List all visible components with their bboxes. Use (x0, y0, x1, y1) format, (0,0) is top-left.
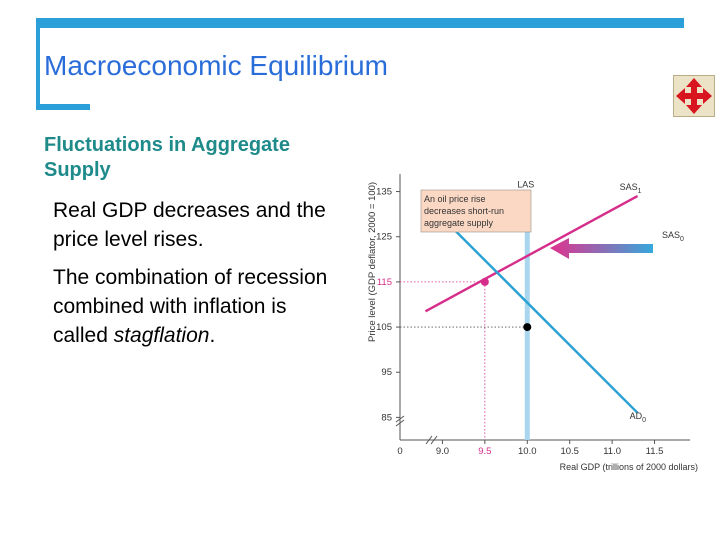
x-tick-label: 9.5 (478, 446, 491, 457)
y-tick-label: 135 (376, 187, 392, 198)
stagflation-term: stagflation (113, 324, 210, 347)
x-tick-label: 10.0 (518, 446, 537, 457)
sas1-label-subscript: 1 (638, 188, 642, 195)
paragraph-gdp-decrease: Real GDP decreases and the price level r… (53, 199, 326, 251)
ad0-label: AD0 (630, 411, 647, 424)
section-heading: Fluctuations in Aggregate Supply (44, 134, 290, 181)
equilibrium-point-original-equilibrium (523, 323, 532, 332)
sas1-label: SAS1 (620, 182, 642, 195)
frame-bottom-bar (36, 104, 90, 110)
y-tick-label: 85 (381, 412, 392, 423)
ad0-label-subscript: 0 (642, 417, 646, 424)
frame-left-bar (36, 18, 40, 108)
ad0-line (428, 204, 639, 414)
y-axis-label: Price level (GDP deflator, 2000 = 100) (367, 182, 378, 342)
frame-top-bar (36, 18, 684, 28)
x-axis-break-mark-1 (425, 435, 433, 445)
sas0-label-subscript: 0 (680, 236, 684, 243)
y-axis-break-mark-1 (395, 415, 405, 423)
annotation-box (420, 189, 532, 233)
annotation-line-1: An oil price rise (424, 194, 486, 204)
equilibrium-point-new-equilibrium (480, 277, 489, 286)
annotation-line-2: decreases short-run (424, 206, 504, 216)
paragraph-stagflation-period: . (209, 324, 216, 347)
ad0-label-main: AD (630, 411, 643, 421)
las-label: LAS (517, 180, 534, 190)
annotation-line-3: aggregate supply (424, 218, 494, 228)
sas1-line (424, 195, 639, 313)
x-tick-label: 9.0 (436, 446, 449, 457)
y-tick-label: 95 (381, 367, 392, 378)
x-tick-label: 11.5 (646, 446, 664, 457)
slide-title: Macroeconomic Equilibrium (44, 50, 388, 81)
aggregate-supply-chart: Price level (GDP deflator, 2000 = 100) L… (367, 174, 698, 472)
sas1-label-main: SAS (620, 182, 638, 192)
x-tick-label: 11.0 (603, 446, 621, 457)
x-tick-label: 10.5 (560, 446, 579, 457)
y-tick-label: 105 (376, 322, 392, 333)
origin-label: 0 (397, 446, 402, 457)
y-tick-label: 125 (376, 232, 392, 243)
y-axis-break-mark-2 (395, 419, 405, 427)
sas0-label: SAS0 (662, 230, 684, 243)
paragraph-stagflation-text: The combination of recession combined wi… (53, 266, 328, 347)
y-tick-label: 115 (377, 277, 392, 288)
four-way-arrow-icon[interactable] (673, 75, 715, 117)
paragraph-stagflation: The combination of recession combined wi… (53, 263, 338, 350)
x-axis-break-mark-2 (430, 435, 438, 445)
sas0-label-main: SAS (662, 230, 680, 240)
sas-shift-arrow (550, 238, 653, 259)
x-axis-label: Real GDP (trillions of 2000 dollars) (560, 462, 698, 472)
